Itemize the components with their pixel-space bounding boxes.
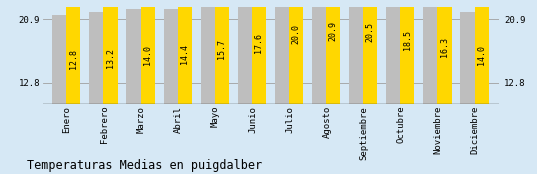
Bar bbox=[89, 12, 104, 104]
Text: 20.0: 20.0 bbox=[292, 24, 301, 44]
Bar bbox=[67, 5, 81, 104]
Text: 14.0: 14.0 bbox=[143, 45, 152, 65]
Bar bbox=[312, 0, 326, 104]
Text: 18.5: 18.5 bbox=[403, 30, 412, 50]
Bar bbox=[475, 0, 489, 104]
Bar bbox=[178, 0, 192, 104]
Text: 20.9: 20.9 bbox=[329, 21, 338, 41]
Bar bbox=[275, 0, 289, 104]
Bar bbox=[126, 9, 141, 104]
Bar bbox=[215, 0, 229, 104]
Bar bbox=[201, 5, 215, 104]
Text: 13.2: 13.2 bbox=[106, 48, 115, 68]
Bar bbox=[164, 9, 178, 104]
Bar bbox=[400, 0, 415, 104]
Bar bbox=[349, 0, 363, 104]
Bar bbox=[104, 2, 118, 104]
Bar bbox=[252, 0, 266, 104]
Bar bbox=[326, 0, 340, 104]
Text: Temperaturas Medias en puigdalber: Temperaturas Medias en puigdalber bbox=[27, 159, 262, 172]
Text: 12.8: 12.8 bbox=[69, 49, 78, 69]
Bar bbox=[141, 0, 155, 104]
Text: 15.7: 15.7 bbox=[217, 39, 226, 59]
Bar bbox=[423, 7, 438, 104]
Bar bbox=[289, 0, 303, 104]
Bar bbox=[438, 0, 452, 104]
Text: 20.5: 20.5 bbox=[366, 22, 375, 42]
Bar bbox=[460, 12, 475, 104]
Bar bbox=[363, 0, 378, 104]
Text: 14.4: 14.4 bbox=[180, 44, 189, 64]
Bar bbox=[238, 0, 252, 104]
Bar bbox=[52, 15, 67, 104]
Text: 17.6: 17.6 bbox=[255, 33, 264, 53]
Text: 14.0: 14.0 bbox=[477, 45, 486, 65]
Text: 16.3: 16.3 bbox=[440, 37, 449, 57]
Bar bbox=[386, 0, 400, 104]
